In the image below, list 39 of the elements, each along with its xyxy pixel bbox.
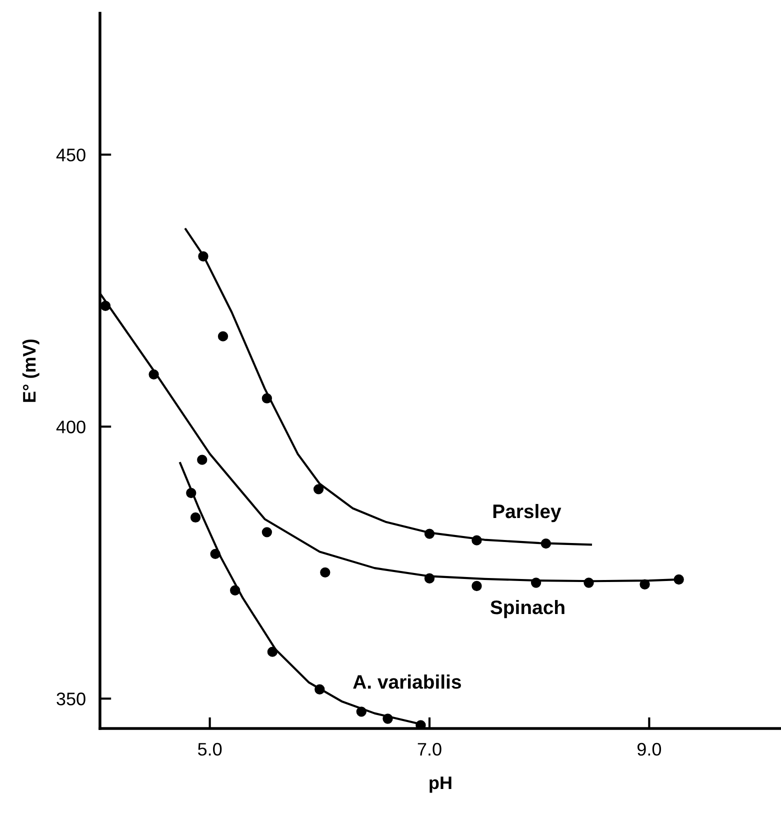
point bbox=[198, 251, 208, 262]
y-axis-title: E° (mV) bbox=[22, 340, 40, 402]
y-tick-label: 350 bbox=[56, 692, 86, 706]
point bbox=[190, 512, 201, 523]
point bbox=[584, 578, 594, 588]
point bbox=[472, 580, 482, 592]
point bbox=[314, 684, 325, 694]
point bbox=[210, 548, 220, 560]
point bbox=[416, 720, 426, 729]
point bbox=[262, 527, 272, 538]
x-tick-label: 9.0 bbox=[637, 742, 662, 756]
point bbox=[262, 393, 272, 404]
series-label: A. variabilis bbox=[353, 674, 461, 689]
series-label: Parsley bbox=[493, 504, 562, 522]
point bbox=[540, 538, 552, 549]
point bbox=[267, 646, 278, 657]
point bbox=[230, 585, 240, 596]
point bbox=[100, 300, 111, 311]
point bbox=[218, 331, 228, 342]
x-tick-label: 7.0 bbox=[418, 742, 442, 756]
y-tick-label: 450 bbox=[56, 148, 86, 162]
point bbox=[320, 567, 330, 578]
point bbox=[382, 714, 393, 724]
point bbox=[472, 535, 482, 546]
point bbox=[186, 488, 196, 498]
point bbox=[530, 578, 542, 588]
y-tick-label: 400 bbox=[56, 420, 86, 434]
point bbox=[640, 579, 650, 590]
point bbox=[674, 574, 684, 585]
point bbox=[356, 706, 366, 717]
point bbox=[424, 528, 435, 539]
x-tick-label: 5.0 bbox=[198, 742, 222, 756]
point bbox=[313, 484, 324, 494]
point bbox=[148, 369, 159, 380]
point bbox=[197, 454, 208, 465]
series-label: Spinach bbox=[490, 600, 564, 618]
point bbox=[424, 573, 435, 584]
line-series bbox=[184, 228, 592, 546]
x-axis-title: pH bbox=[430, 776, 452, 793]
